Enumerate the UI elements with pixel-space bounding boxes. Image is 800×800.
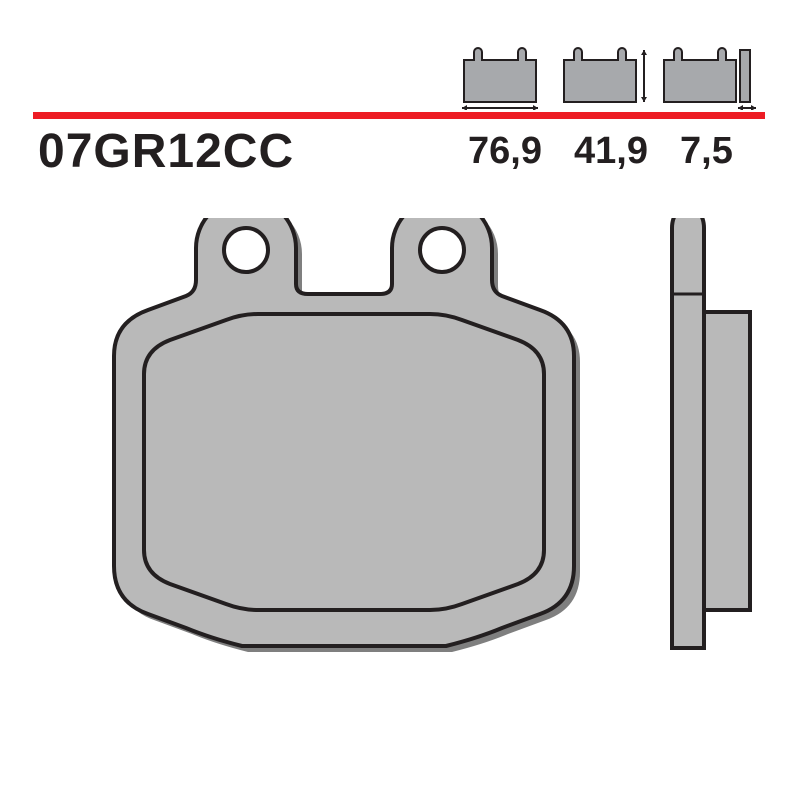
dimension-icons — [0, 46, 800, 110]
dimension-height: 41,9 — [574, 130, 648, 173]
thickness-icon — [664, 48, 756, 110]
dimension-width: 76,9 — [468, 130, 542, 173]
side-backplate — [672, 218, 704, 648]
technical-diagram: { "product": { "code": "07GR12CC", "dime… — [0, 0, 800, 800]
pad-body — [114, 218, 574, 646]
spec-row: 07GR12CC 76,9 41,9 7,5 — [0, 124, 800, 184]
divider-rule — [33, 112, 765, 119]
side-friction — [704, 312, 750, 610]
height-icon — [564, 48, 647, 102]
width-icon — [462, 48, 538, 110]
mounting-hole-left — [224, 228, 268, 272]
product-code: 07GR12CC — [38, 124, 294, 179]
main-drawings — [0, 218, 800, 758]
side-view — [672, 218, 750, 648]
dimension-thickness: 7,5 — [680, 130, 733, 173]
front-view — [114, 218, 580, 652]
mounting-hole-right — [420, 228, 464, 272]
